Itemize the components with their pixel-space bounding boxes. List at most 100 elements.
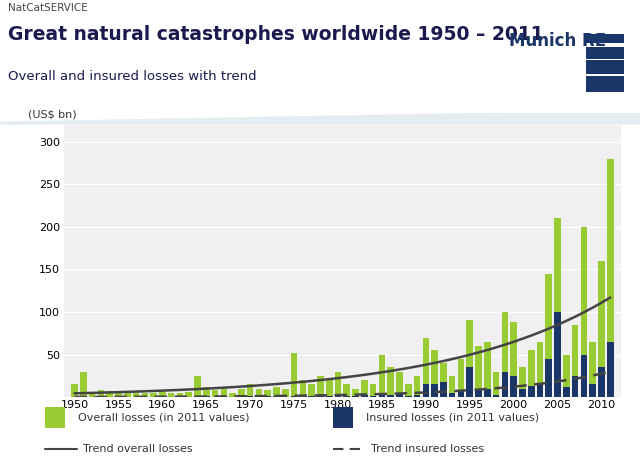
Bar bbox=[528, 386, 534, 397]
Bar bbox=[221, 389, 227, 397]
Bar bbox=[300, 380, 306, 397]
Polygon shape bbox=[424, 113, 640, 125]
Bar bbox=[370, 396, 376, 397]
Bar bbox=[203, 396, 209, 397]
Bar bbox=[308, 384, 315, 397]
Polygon shape bbox=[454, 113, 640, 125]
Bar bbox=[502, 312, 508, 397]
Bar bbox=[580, 227, 588, 397]
Polygon shape bbox=[47, 113, 640, 125]
Bar bbox=[476, 346, 482, 397]
Polygon shape bbox=[1, 113, 640, 125]
Bar bbox=[317, 396, 324, 397]
Bar bbox=[106, 391, 113, 397]
Bar bbox=[458, 390, 464, 397]
Bar bbox=[413, 395, 420, 397]
Bar bbox=[194, 396, 201, 397]
Bar bbox=[255, 389, 262, 397]
Polygon shape bbox=[116, 113, 640, 125]
Bar bbox=[598, 261, 605, 397]
Polygon shape bbox=[623, 113, 640, 125]
Polygon shape bbox=[0, 113, 569, 125]
Polygon shape bbox=[0, 113, 623, 125]
Polygon shape bbox=[132, 113, 640, 125]
Bar bbox=[203, 387, 209, 397]
Bar bbox=[440, 363, 447, 397]
Bar bbox=[449, 393, 456, 397]
Bar bbox=[537, 342, 543, 397]
Bar bbox=[168, 393, 175, 397]
Polygon shape bbox=[163, 113, 640, 125]
Bar bbox=[308, 396, 315, 397]
Polygon shape bbox=[9, 113, 640, 125]
Bar bbox=[519, 368, 525, 397]
Polygon shape bbox=[78, 113, 640, 125]
Text: NatCatSERVICE: NatCatSERVICE bbox=[8, 3, 88, 13]
Bar bbox=[528, 350, 534, 397]
Bar bbox=[238, 389, 244, 397]
Polygon shape bbox=[0, 113, 538, 125]
Bar bbox=[247, 396, 253, 397]
FancyBboxPatch shape bbox=[333, 407, 353, 428]
Polygon shape bbox=[0, 113, 561, 125]
Polygon shape bbox=[255, 113, 640, 125]
FancyBboxPatch shape bbox=[586, 76, 624, 93]
Bar bbox=[467, 368, 473, 397]
Bar bbox=[467, 321, 473, 397]
Bar bbox=[563, 387, 570, 397]
Bar bbox=[422, 384, 429, 397]
Polygon shape bbox=[577, 113, 640, 125]
Bar bbox=[71, 384, 78, 397]
Polygon shape bbox=[408, 113, 640, 125]
FancyBboxPatch shape bbox=[45, 407, 65, 428]
Polygon shape bbox=[0, 113, 600, 125]
Polygon shape bbox=[631, 113, 640, 125]
Bar bbox=[431, 384, 438, 397]
Bar bbox=[598, 368, 605, 397]
Polygon shape bbox=[262, 113, 640, 125]
Polygon shape bbox=[0, 113, 531, 125]
Polygon shape bbox=[477, 113, 640, 125]
Bar bbox=[335, 395, 341, 397]
Bar bbox=[177, 393, 183, 397]
Bar bbox=[572, 325, 579, 397]
Polygon shape bbox=[431, 113, 640, 125]
Polygon shape bbox=[485, 113, 640, 125]
Bar bbox=[229, 393, 236, 397]
Polygon shape bbox=[63, 113, 640, 125]
Bar bbox=[97, 390, 104, 397]
Polygon shape bbox=[554, 113, 640, 125]
Polygon shape bbox=[24, 113, 640, 125]
Polygon shape bbox=[462, 113, 640, 125]
Bar bbox=[361, 380, 367, 397]
Bar bbox=[379, 395, 385, 397]
Bar bbox=[449, 376, 456, 397]
Polygon shape bbox=[293, 113, 640, 125]
Bar bbox=[493, 395, 499, 397]
Polygon shape bbox=[86, 113, 640, 125]
Polygon shape bbox=[0, 113, 500, 125]
Polygon shape bbox=[0, 113, 584, 125]
Polygon shape bbox=[209, 113, 640, 125]
Polygon shape bbox=[508, 113, 640, 125]
Bar bbox=[132, 393, 140, 397]
Polygon shape bbox=[93, 113, 640, 125]
Bar bbox=[607, 342, 614, 397]
Text: (US$ bn): (US$ bn) bbox=[28, 109, 76, 119]
Bar bbox=[387, 368, 394, 397]
Polygon shape bbox=[0, 113, 523, 125]
Bar bbox=[563, 354, 570, 397]
Text: Insured losses (in 2011 values): Insured losses (in 2011 values) bbox=[366, 413, 539, 423]
Bar bbox=[264, 390, 271, 397]
Bar bbox=[186, 392, 192, 397]
Polygon shape bbox=[32, 113, 640, 125]
Polygon shape bbox=[531, 113, 640, 125]
Bar bbox=[607, 159, 614, 397]
Polygon shape bbox=[155, 113, 640, 125]
Polygon shape bbox=[570, 113, 640, 125]
Polygon shape bbox=[401, 113, 640, 125]
Bar bbox=[150, 393, 157, 397]
Bar bbox=[352, 396, 359, 397]
Polygon shape bbox=[101, 113, 640, 125]
Bar bbox=[554, 218, 561, 397]
